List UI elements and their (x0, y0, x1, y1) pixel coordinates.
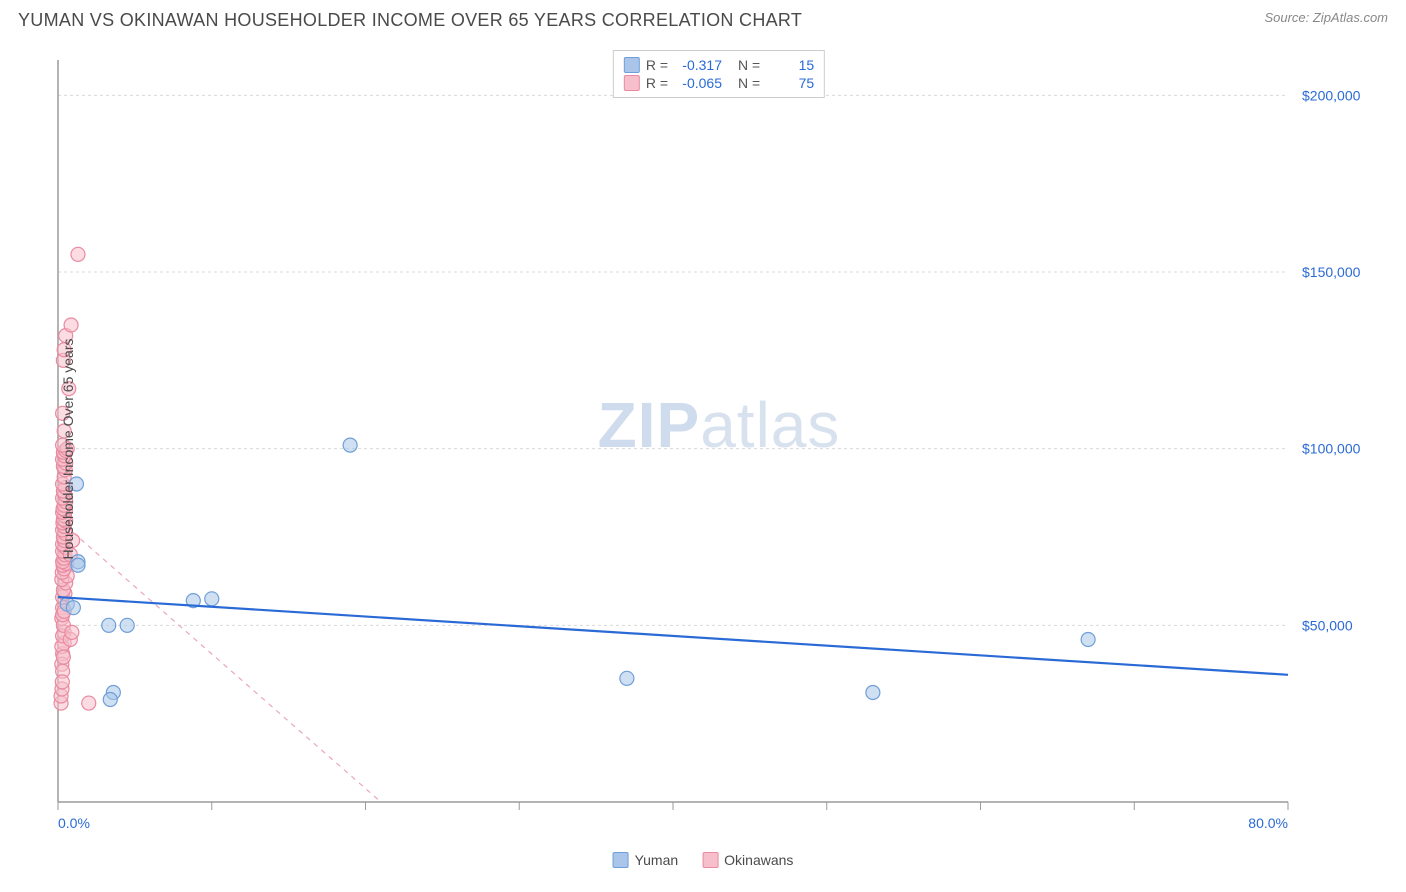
legend-swatch (624, 75, 640, 91)
scatter-chart: $50,000 $100,000 $150,000 $200,000 0.0% 80.0% (50, 50, 1388, 832)
series-legend: Yuman Okinawans (613, 852, 794, 868)
n-value: 75 (766, 75, 814, 91)
series-legend-label: Okinawans (724, 852, 793, 868)
chart-title: YUMAN VS OKINAWAN HOUSEHOLDER INCOME OVE… (18, 10, 802, 31)
series-legend-item: Okinawans (702, 852, 793, 868)
r-value: -0.317 (674, 57, 722, 73)
r-value: -0.065 (674, 75, 722, 91)
n-value: 15 (766, 57, 814, 73)
y-axis-label: Householder Income Over 65 years (60, 339, 76, 560)
correlation-legend: R = -0.317 N = 15 R = -0.065 N = 75 (613, 50, 825, 98)
source-attribution: Source: ZipAtlas.com (1264, 10, 1388, 25)
svg-text:$50,000: $50,000 (1302, 617, 1353, 633)
svg-text:$100,000: $100,000 (1302, 441, 1361, 457)
svg-text:$150,000: $150,000 (1302, 264, 1361, 280)
correlation-legend-row: R = -0.065 N = 75 (624, 75, 814, 91)
svg-text:0.0%: 0.0% (58, 815, 90, 831)
chart-area: Householder Income Over 65 years ZIPatla… (50, 50, 1388, 832)
r-label: R = (646, 75, 668, 91)
legend-swatch (624, 57, 640, 73)
series-legend-item: Yuman (613, 852, 679, 868)
legend-swatch (702, 852, 718, 868)
correlation-legend-row: R = -0.317 N = 15 (624, 57, 814, 73)
n-label: N = (738, 75, 760, 91)
r-label: R = (646, 57, 668, 73)
svg-text:$200,000: $200,000 (1302, 87, 1361, 103)
legend-swatch (613, 852, 629, 868)
series-legend-label: Yuman (635, 852, 679, 868)
svg-text:80.0%: 80.0% (1248, 815, 1288, 831)
n-label: N = (738, 57, 760, 73)
